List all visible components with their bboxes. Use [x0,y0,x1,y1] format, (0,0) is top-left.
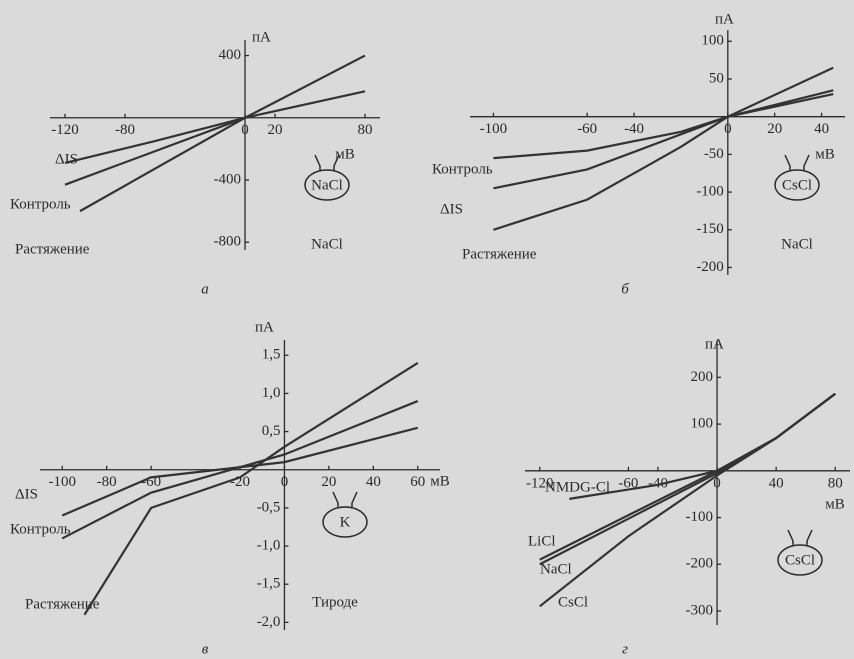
pipette-cell [774,169,820,201]
pipette-solution: CsCl [785,552,815,568]
x-tick-label: -120 [526,475,554,491]
x-tick-label: -60 [577,121,597,137]
y-tick-label: -200 [696,259,724,275]
y-tick-label: 1,0 [262,385,281,401]
series-label: Контроль [432,161,493,177]
y-tick-label: -200 [686,556,714,572]
y-tick-label: -50 [704,146,724,162]
y-tick-label: -400 [214,171,242,187]
x-tick-label: 40 [769,475,784,491]
y-tick-label: 100 [691,416,714,432]
x-tick-label: 0 [713,475,721,491]
x-tick-label: -40 [624,121,644,137]
x-tick-label: 80 [358,122,373,138]
x-tick-label: -60 [141,474,161,490]
current-line [83,361,419,616]
panel-letter: в [202,641,209,657]
current-line [79,54,366,213]
x-tick-label: 0 [724,121,732,137]
current-line [493,66,834,231]
current-line [539,392,836,608]
y-tick-label: -2,0 [257,614,281,630]
y-tick-label: 0,5 [262,423,281,439]
pipette-solution: K [340,514,351,530]
y-unit: пА [705,336,724,352]
y-unit: пА [715,11,734,27]
y-tick-label: -1,0 [257,537,281,553]
x-tick-label: 20 [268,122,283,138]
y-tick-label: 1,5 [262,347,281,363]
series-label: ΔIS [55,151,78,167]
pipette-cell [304,169,350,201]
x-tick-label: 60 [410,474,425,490]
x-tick-label: 20 [321,474,336,490]
series-label: Контроль [10,196,71,212]
series-label: Контроль [10,521,71,537]
x-tick-label: 40 [366,474,381,490]
bath-solution: NaCl [781,236,813,252]
x-unit: мВ [430,473,450,489]
series-label: Растяжение [25,596,100,612]
pipette [332,491,358,507]
pipette-solution: NaCl [311,177,343,193]
x-tick-label: 80 [828,475,843,491]
x-tick-label: -40 [648,475,668,491]
bath-solution: Тироде [312,594,358,610]
y-tick-label: 200 [691,369,714,385]
x-tick-label: -100 [480,121,508,137]
x-unit: мВ [825,496,845,512]
series-label: NMDG-Cl [545,479,610,495]
y-tick-label: -800 [214,234,242,250]
x-tick-label: -100 [48,474,76,490]
y-tick-label: -100 [686,509,714,525]
series-label: LiCl [528,533,556,549]
pipette-cell [322,506,368,538]
y-tick-label: -1,5 [257,576,281,592]
panel-letter: б [621,281,629,297]
x-unit: мВ [335,146,355,162]
y-tick-label: 50 [709,70,724,86]
panel-letter: а [201,281,209,297]
x-tick-label: 0 [241,122,249,138]
pipette-cell [777,544,823,576]
x-tick-label: -80 [115,122,135,138]
x-tick-label: -80 [97,474,117,490]
series-label: Растяжение [15,241,90,257]
current-line [61,426,419,517]
pipette [314,154,340,170]
y-tick-label: -300 [686,602,714,618]
series-label: ΔIS [440,201,463,217]
current-line [493,93,834,160]
series-label: NaCl [540,561,572,577]
y-tick-label: -0,5 [257,499,281,515]
current-line [61,400,419,540]
pipette-solution: CsCl [782,177,812,193]
y-unit: пА [252,29,271,45]
y-tick-label: -100 [696,184,724,200]
bath-solution: NaCl [311,236,343,252]
y-unit: пА [255,319,274,335]
x-tick-label: -60 [618,475,638,491]
current-line [64,116,246,164]
pipette [787,529,813,545]
x-unit: мВ [815,146,835,162]
x-tick-label: 20 [767,121,782,137]
panel-letter: г [622,641,628,657]
x-tick-label: -120 [51,122,79,138]
current-line [493,89,834,190]
y-tick-label: 100 [701,33,724,49]
y-tick-label: 400 [219,47,242,63]
pipette [784,154,810,170]
series-label: Растяжение [462,246,537,262]
series-label: CsCl [558,594,588,610]
x-tick-label: 0 [281,474,289,490]
series-label: ΔIS [15,486,38,502]
x-tick-label: 40 [814,121,829,137]
y-tick-label: -150 [696,221,724,237]
